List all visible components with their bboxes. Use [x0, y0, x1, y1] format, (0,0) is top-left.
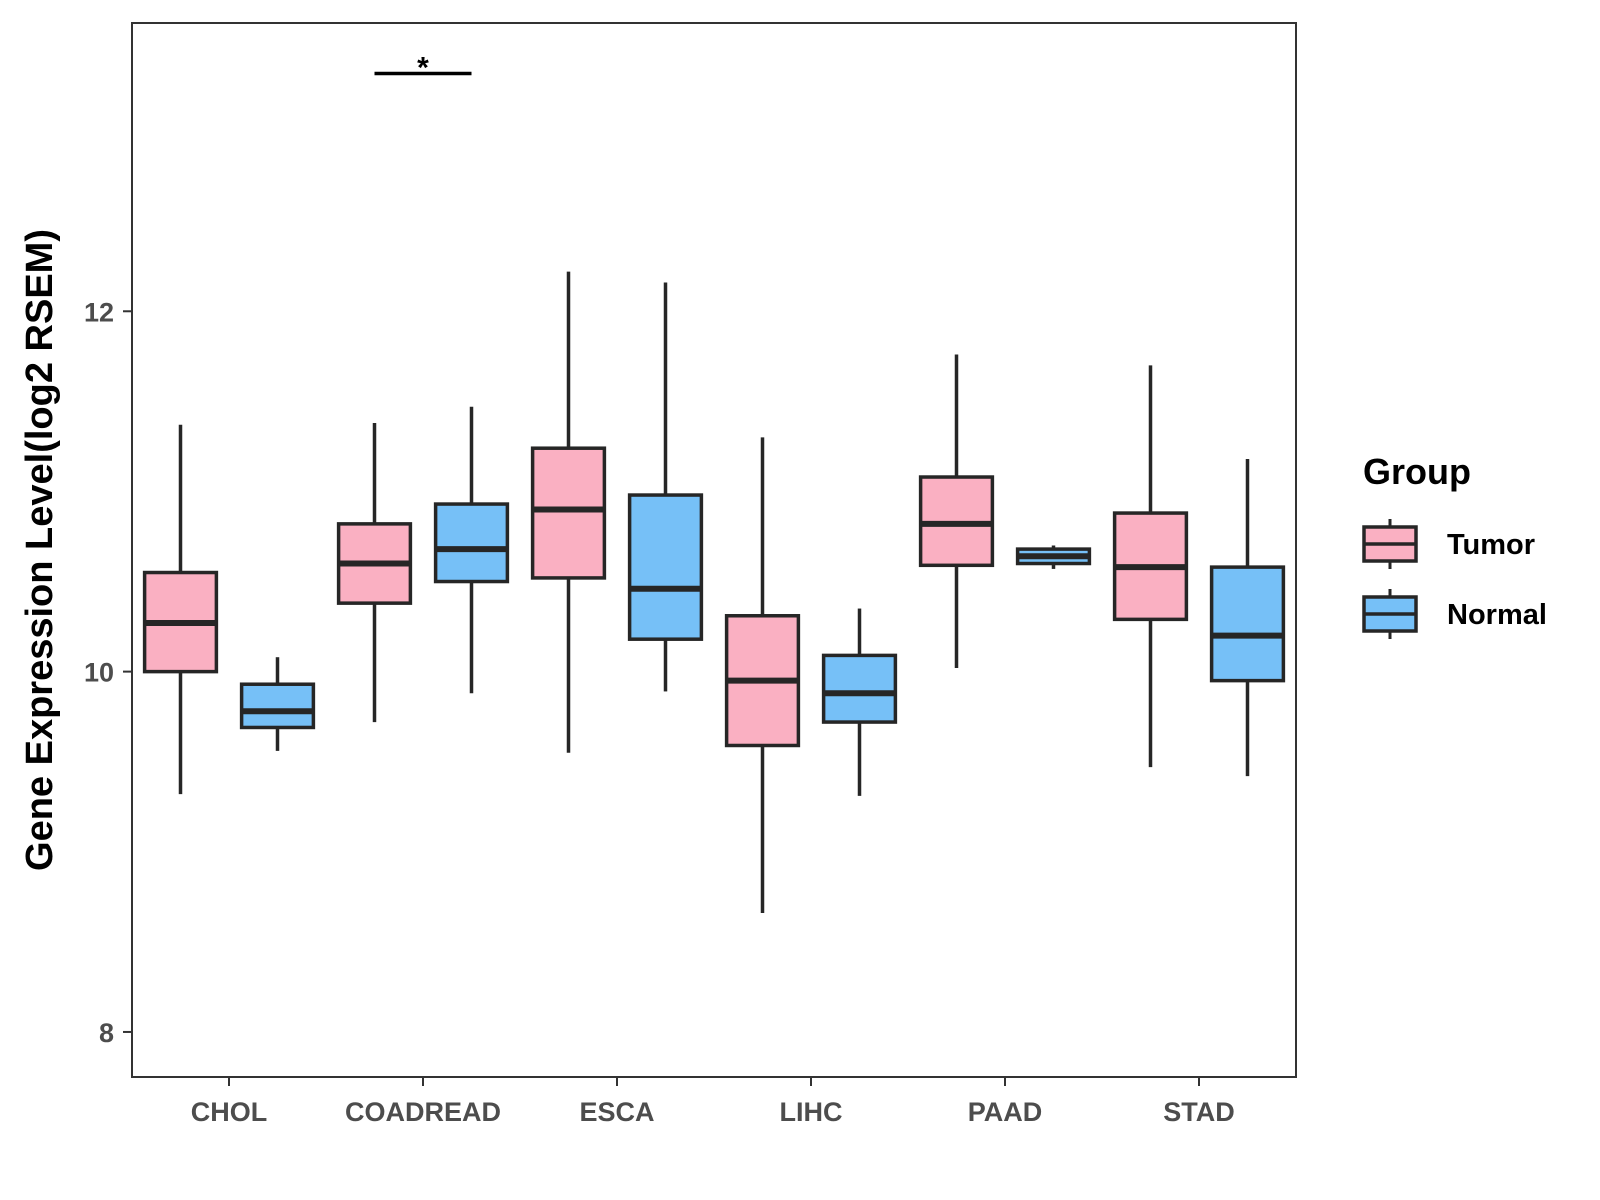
x-tick-label: LIHC — [780, 1097, 843, 1127]
box-iqr — [1209, 565, 1286, 683]
y-axis: 8 10 12 — [84, 297, 132, 1048]
x-axis: CHOL COADREAD ESCA LIHC PAAD STAD — [191, 1077, 1235, 1127]
box-tumor-paad — [918, 354, 995, 669]
box-normal-esca — [627, 282, 704, 692]
legend-label: Normal — [1447, 599, 1547, 631]
box-iqr — [530, 446, 607, 580]
box-iqr — [433, 502, 510, 584]
box-normal-coadread — [433, 406, 510, 694]
x-tick-label: PAAD — [968, 1097, 1043, 1127]
y-tick-label: 10 — [84, 658, 114, 688]
x-tick-label: ESCA — [579, 1097, 654, 1127]
legend-item-normal: Normal — [1362, 589, 1547, 639]
box-iqr — [239, 682, 316, 730]
box-normal-lihc — [821, 608, 898, 796]
box-normal-paad — [1015, 545, 1092, 569]
box-tumor-esca — [530, 271, 607, 753]
y-tick-label: 8 — [99, 1018, 114, 1048]
plot-panel-border — [131, 22, 1297, 1078]
legend-item-tumor: Tumor — [1362, 519, 1535, 569]
x-tick-label: COADREAD — [345, 1097, 501, 1127]
box-iqr — [821, 653, 898, 724]
box-iqr — [627, 493, 704, 641]
x-tick-label: CHOL — [191, 1097, 268, 1127]
y-axis-title: Gene Expression Level(log2 RSEM) — [19, 229, 61, 871]
box-tumor-lihc — [724, 437, 801, 914]
legend: Group Tumor Normal — [1362, 451, 1547, 639]
legend-title: Group — [1363, 451, 1471, 492]
box-tumor-coadread — [336, 422, 413, 723]
box-tumor-stad — [1112, 365, 1189, 768]
boxes-layer — [142, 271, 1286, 914]
box-tumor-chol — [142, 424, 219, 795]
x-tick-label: STAD — [1163, 1097, 1235, 1127]
box-normal-chol — [239, 657, 316, 751]
y-tick-label: 12 — [84, 297, 114, 327]
box-normal-stad — [1209, 459, 1286, 777]
annotations-layer: * — [374, 51, 472, 84]
significance-label: * — [417, 51, 429, 84]
legend-label: Tumor — [1447, 529, 1535, 561]
